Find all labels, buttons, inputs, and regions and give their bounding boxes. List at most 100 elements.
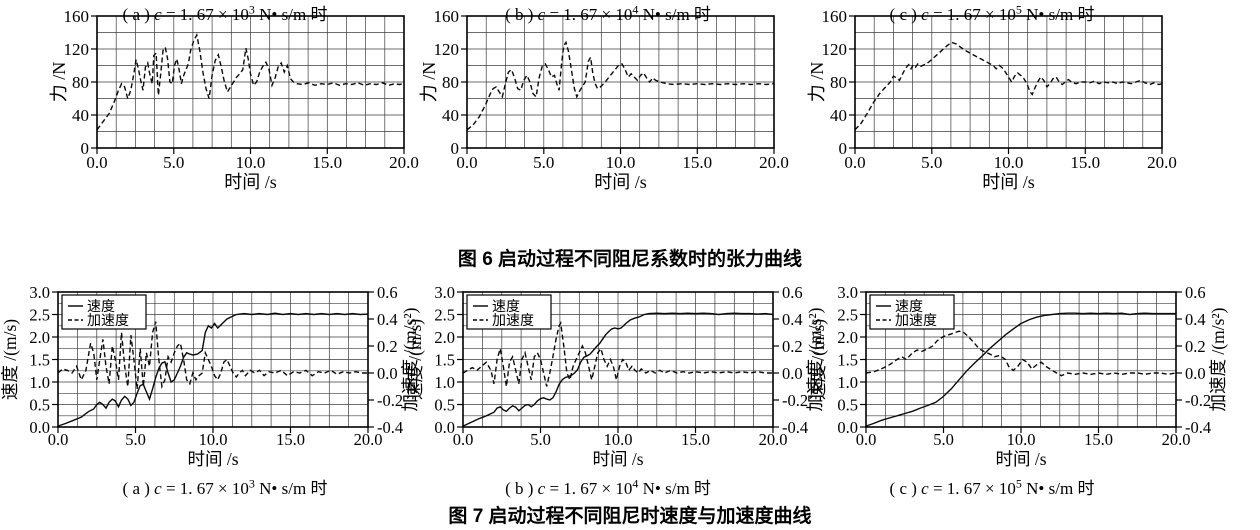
svg-text:0.4: 0.4 [1185, 310, 1206, 329]
velocity-acceleration-chart-b: 0.0 5.0 10.0 15.0 20.0 0.0 0.5 1.0 1.5 2.0 2.5 3.0 -… [405, 280, 835, 475]
svg-text:120: 120 [822, 40, 848, 59]
svg-text:2.0: 2.0 [434, 328, 455, 347]
caption-exp: 4 [632, 476, 639, 491]
tension-chart-a: 0.0 5.0 10.0 15.0 20.0 0 40 80 120 160 力 /N 时间 /s [22, 2, 419, 198]
svg-text:加速度 /(m/s²): 加速度 /(m/s²) [400, 307, 420, 411]
fig6-caption-a: ( a ) c = 1. 67 × 103 N• s/m 时 [45, 0, 405, 25]
svg-text:40: 40 [442, 106, 459, 125]
svg-text:加速度 /(m/s²): 加速度 /(m/s²) [1208, 307, 1228, 411]
svg-text:时间 /s: 时间 /s [982, 172, 1035, 192]
svg-text:0.0: 0.0 [837, 418, 858, 437]
svg-text:速度 /(m/s): 速度 /(m/s) [405, 319, 425, 400]
caption-unit: N• s/m 时 [638, 479, 711, 498]
caption-exp: 4 [632, 2, 639, 17]
svg-text:0.0: 0.0 [1185, 364, 1206, 383]
svg-text:20.0: 20.0 [1147, 153, 1177, 172]
svg-text:80: 80 [442, 73, 459, 92]
svg-text:20.0: 20.0 [759, 153, 789, 172]
caption-eq: = 1. 67 × 10 [545, 5, 633, 24]
svg-text:0.0: 0.0 [48, 430, 69, 449]
svg-text:2.0: 2.0 [29, 328, 50, 347]
svg-text:时间 /s: 时间 /s [995, 449, 1046, 469]
tension-chart-c: 0.0 5.0 10.0 15.0 20.0 0 40 80 120 160 力 /N 时间 /s [780, 2, 1177, 198]
svg-text:15.0: 15.0 [682, 153, 712, 172]
svg-text:时间 /s: 时间 /s [592, 449, 643, 469]
svg-text:加速度: 加速度 [492, 313, 534, 329]
svg-text:速度: 速度 [895, 299, 923, 315]
svg-text:力 /N: 力 /N [49, 62, 69, 103]
caption-exp: 3 [248, 2, 255, 17]
svg-text:0: 0 [451, 139, 460, 158]
caption-eq: = 1. 67 × 10 [545, 479, 633, 498]
svg-text:0.0: 0.0 [856, 430, 877, 449]
svg-text:40: 40 [72, 106, 89, 125]
svg-text:5.0: 5.0 [125, 430, 146, 449]
svg-text:20.0: 20.0 [354, 430, 383, 449]
svg-text:速度: 速度 [87, 299, 115, 315]
svg-text:15.0: 15.0 [1084, 430, 1113, 449]
svg-text:1.0: 1.0 [837, 373, 858, 392]
svg-text:0.0: 0.0 [434, 418, 455, 437]
svg-text:-0.4: -0.4 [377, 418, 403, 437]
svg-text:3.0: 3.0 [29, 283, 50, 302]
svg-text:时间 /s: 时间 /s [187, 449, 238, 469]
svg-text:0.5: 0.5 [29, 396, 50, 415]
caption-eq: = 1. 67 × 10 [161, 5, 249, 24]
svg-text:1.5: 1.5 [29, 351, 50, 370]
svg-text:15.0: 15.0 [681, 430, 710, 449]
fig7-caption-b: ( b ) c = 1. 67 × 104 N• s/m 时 [428, 474, 788, 499]
svg-text:速度: 速度 [492, 299, 520, 315]
caption-var: c [537, 5, 546, 24]
caption-eq: = 1. 67 × 10 [161, 479, 249, 498]
svg-text:15.0: 15.0 [1070, 153, 1100, 172]
caption-var: c [154, 5, 162, 24]
svg-text:20.0: 20.0 [1162, 430, 1191, 449]
svg-text:80: 80 [830, 73, 847, 92]
svg-text:1.5: 1.5 [434, 351, 455, 370]
svg-text:0.5: 0.5 [434, 396, 455, 415]
caption-label: ( b ) [505, 479, 538, 498]
svg-text:3.0: 3.0 [837, 283, 858, 302]
svg-text:3.0: 3.0 [434, 283, 455, 302]
svg-text:10.0: 10.0 [1007, 430, 1036, 449]
svg-text:0.2: 0.2 [377, 337, 398, 356]
caption-eq: = 1. 67 × 10 [928, 479, 1016, 498]
svg-text:0.0: 0.0 [377, 364, 398, 383]
svg-text:160: 160 [434, 7, 460, 26]
caption-var: c [921, 5, 929, 24]
svg-text:80: 80 [72, 73, 89, 92]
caption-label: ( b ) [505, 5, 538, 24]
svg-text:40: 40 [830, 106, 847, 125]
svg-text:2.5: 2.5 [434, 306, 455, 325]
velocity-acceleration-chart-a: 0.0 5.0 10.0 15.0 20.0 0.0 0.5 1.0 1.5 2.0 2.5 3.0 -… [0, 280, 430, 475]
svg-text:力 /N: 力 /N [419, 62, 439, 103]
svg-text:120: 120 [64, 40, 90, 59]
figure7-title: 图 7 启动过程不同阻尼时速度与加速度曲线 [448, 506, 812, 527]
svg-text:2.5: 2.5 [837, 306, 858, 325]
svg-text:0.5: 0.5 [837, 396, 858, 415]
svg-text:时间 /s: 时间 /s [224, 172, 277, 192]
svg-text:1.5: 1.5 [837, 351, 858, 370]
svg-text:0.0: 0.0 [86, 153, 107, 172]
caption-exp: 5 [1015, 476, 1022, 491]
svg-text:20.0: 20.0 [389, 153, 419, 172]
svg-text:160: 160 [822, 7, 848, 26]
svg-text:-0.4: -0.4 [1185, 418, 1211, 437]
fig7-caption-c: ( c ) c = 1. 67 × 105 N• s/m 时 [812, 474, 1172, 499]
svg-text:10.0: 10.0 [199, 430, 228, 449]
svg-text:10.0: 10.0 [236, 153, 266, 172]
caption-unit: N• s/m 时 [254, 479, 328, 498]
svg-text:0.6: 0.6 [1185, 283, 1206, 302]
svg-text:0.0: 0.0 [844, 153, 865, 172]
svg-text:-0.2: -0.2 [377, 391, 403, 410]
svg-text:-0.2: -0.2 [1185, 391, 1211, 410]
caption-eq: = 1. 67 × 10 [928, 5, 1016, 24]
svg-text:0.2: 0.2 [782, 337, 803, 356]
figure6-title: 图 6 启动过程不同阻尼系数时的张力曲线 [457, 249, 803, 270]
svg-text:10.0: 10.0 [606, 153, 636, 172]
svg-text:0.4: 0.4 [377, 310, 398, 329]
svg-text:1.0: 1.0 [434, 373, 455, 392]
caption-label: ( a ) [122, 5, 155, 24]
svg-text:0.6: 0.6 [377, 283, 398, 302]
svg-text:2.5: 2.5 [29, 306, 50, 325]
